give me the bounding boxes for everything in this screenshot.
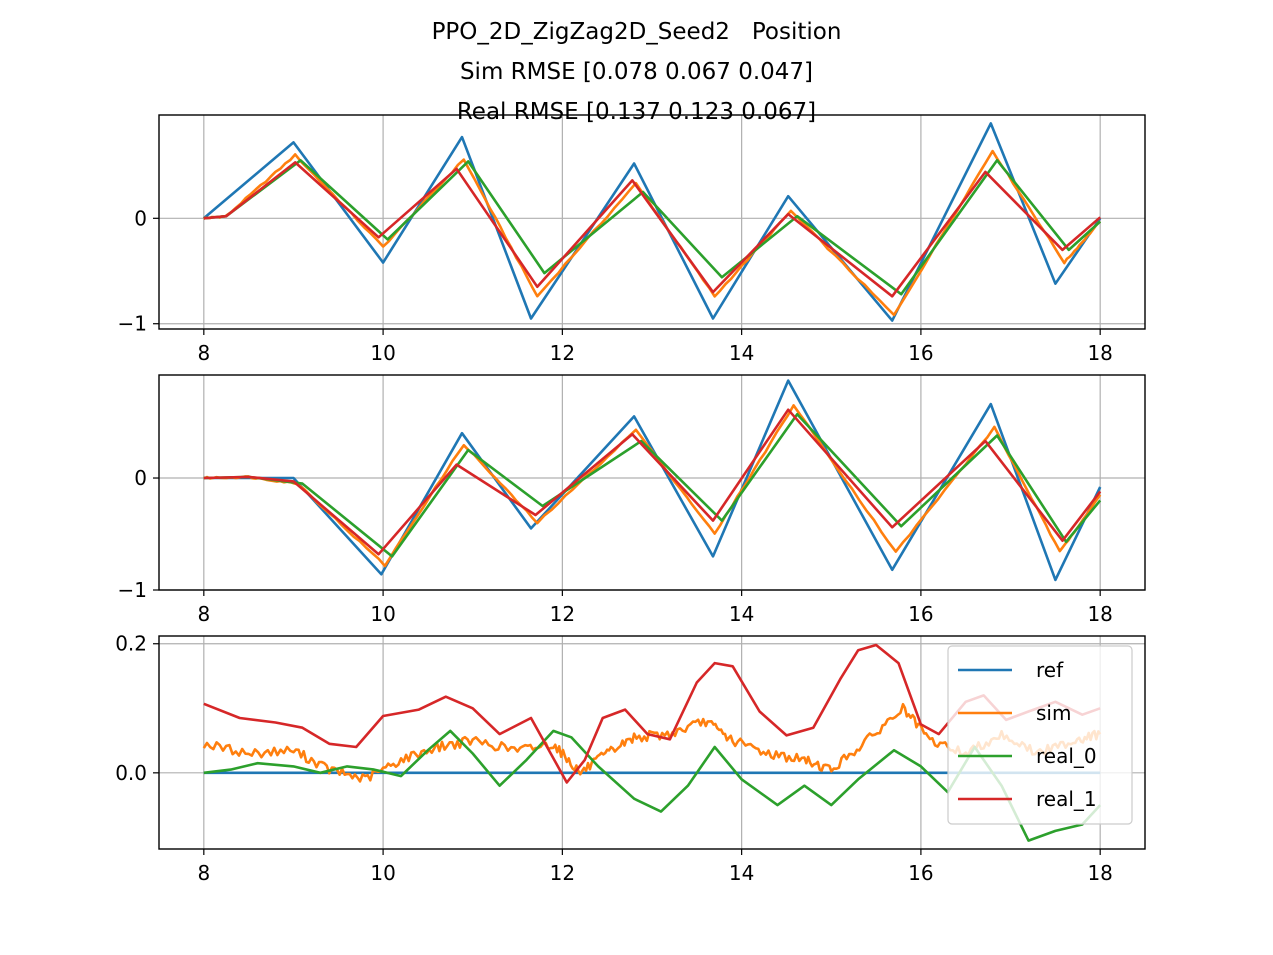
y-tick-label: 0 (134, 206, 147, 230)
x-tick-label: 12 (550, 861, 575, 885)
y-tick-label: −1 (118, 578, 147, 602)
x-tick-label: 10 (370, 341, 395, 365)
y-tick-label: 0.2 (115, 632, 147, 656)
y-tick-label: −1 (118, 312, 147, 336)
x-tick-label: 12 (550, 341, 575, 365)
x-tick-label: 18 (1087, 861, 1112, 885)
x-tick-label: 16 (908, 861, 933, 885)
x-tick-label: 18 (1087, 341, 1112, 365)
axes-frame (158, 635, 1146, 850)
subplot-3: 8 10 12 14 16 18 0.0 0.2 ref sim real_0 real_1 (115, 632, 1146, 885)
series-line-ref (203, 379, 1102, 582)
chart-title-line-3: Real RMSE [0.137 0.123 0.067] (456, 99, 817, 125)
y-tick-label: 0 (134, 466, 147, 490)
axes-frame (158, 374, 1146, 591)
series-line-sim (203, 149, 1102, 317)
series-line-sim (203, 404, 1102, 568)
subplot-2: 8 10 12 14 16 18 −1 0 (118, 374, 1146, 626)
x-tick-label: 16 (908, 341, 933, 365)
x-tick-label: 10 (370, 861, 395, 885)
legend: ref sim real_0 real_1 (947, 645, 1133, 825)
x-tick-label: 10 (370, 602, 395, 626)
legend-box (947, 645, 1133, 825)
series-line-real_1 (203, 408, 1102, 556)
x-tick-label: 8 (197, 861, 210, 885)
x-tick-label: 14 (729, 861, 754, 885)
x-tick-label: 14 (729, 341, 754, 365)
x-tick-label: 12 (550, 602, 575, 626)
x-tick-label: 18 (1087, 602, 1112, 626)
x-tick-label: 8 (197, 602, 210, 626)
y-tick-label: 0.0 (115, 761, 147, 785)
series-line-real_1 (203, 161, 1102, 298)
legend-label-ref: ref (1036, 658, 1064, 682)
legend-label-real_1: real_1 (1036, 787, 1097, 811)
axes-frame (158, 114, 1146, 330)
legend-label-real_0: real_0 (1036, 744, 1097, 768)
legend-label-sim: sim (1036, 701, 1071, 725)
series-line-ref (202, 122, 1102, 322)
x-tick-label: 8 (197, 341, 210, 365)
series-line-real_0 (203, 159, 1102, 296)
x-tick-label: 14 (729, 602, 754, 626)
x-tick-label: 16 (908, 602, 933, 626)
chart-title-line-1: PPO_2D_ZigZag2D_Seed2 Position (431, 19, 842, 45)
series-line-real_0 (203, 412, 1102, 558)
subplot-1: 8 10 12 14 16 18 −1 0 (118, 114, 1146, 365)
chart-title-line-2: Sim RMSE [0.078 0.067 0.047] (459, 59, 814, 85)
